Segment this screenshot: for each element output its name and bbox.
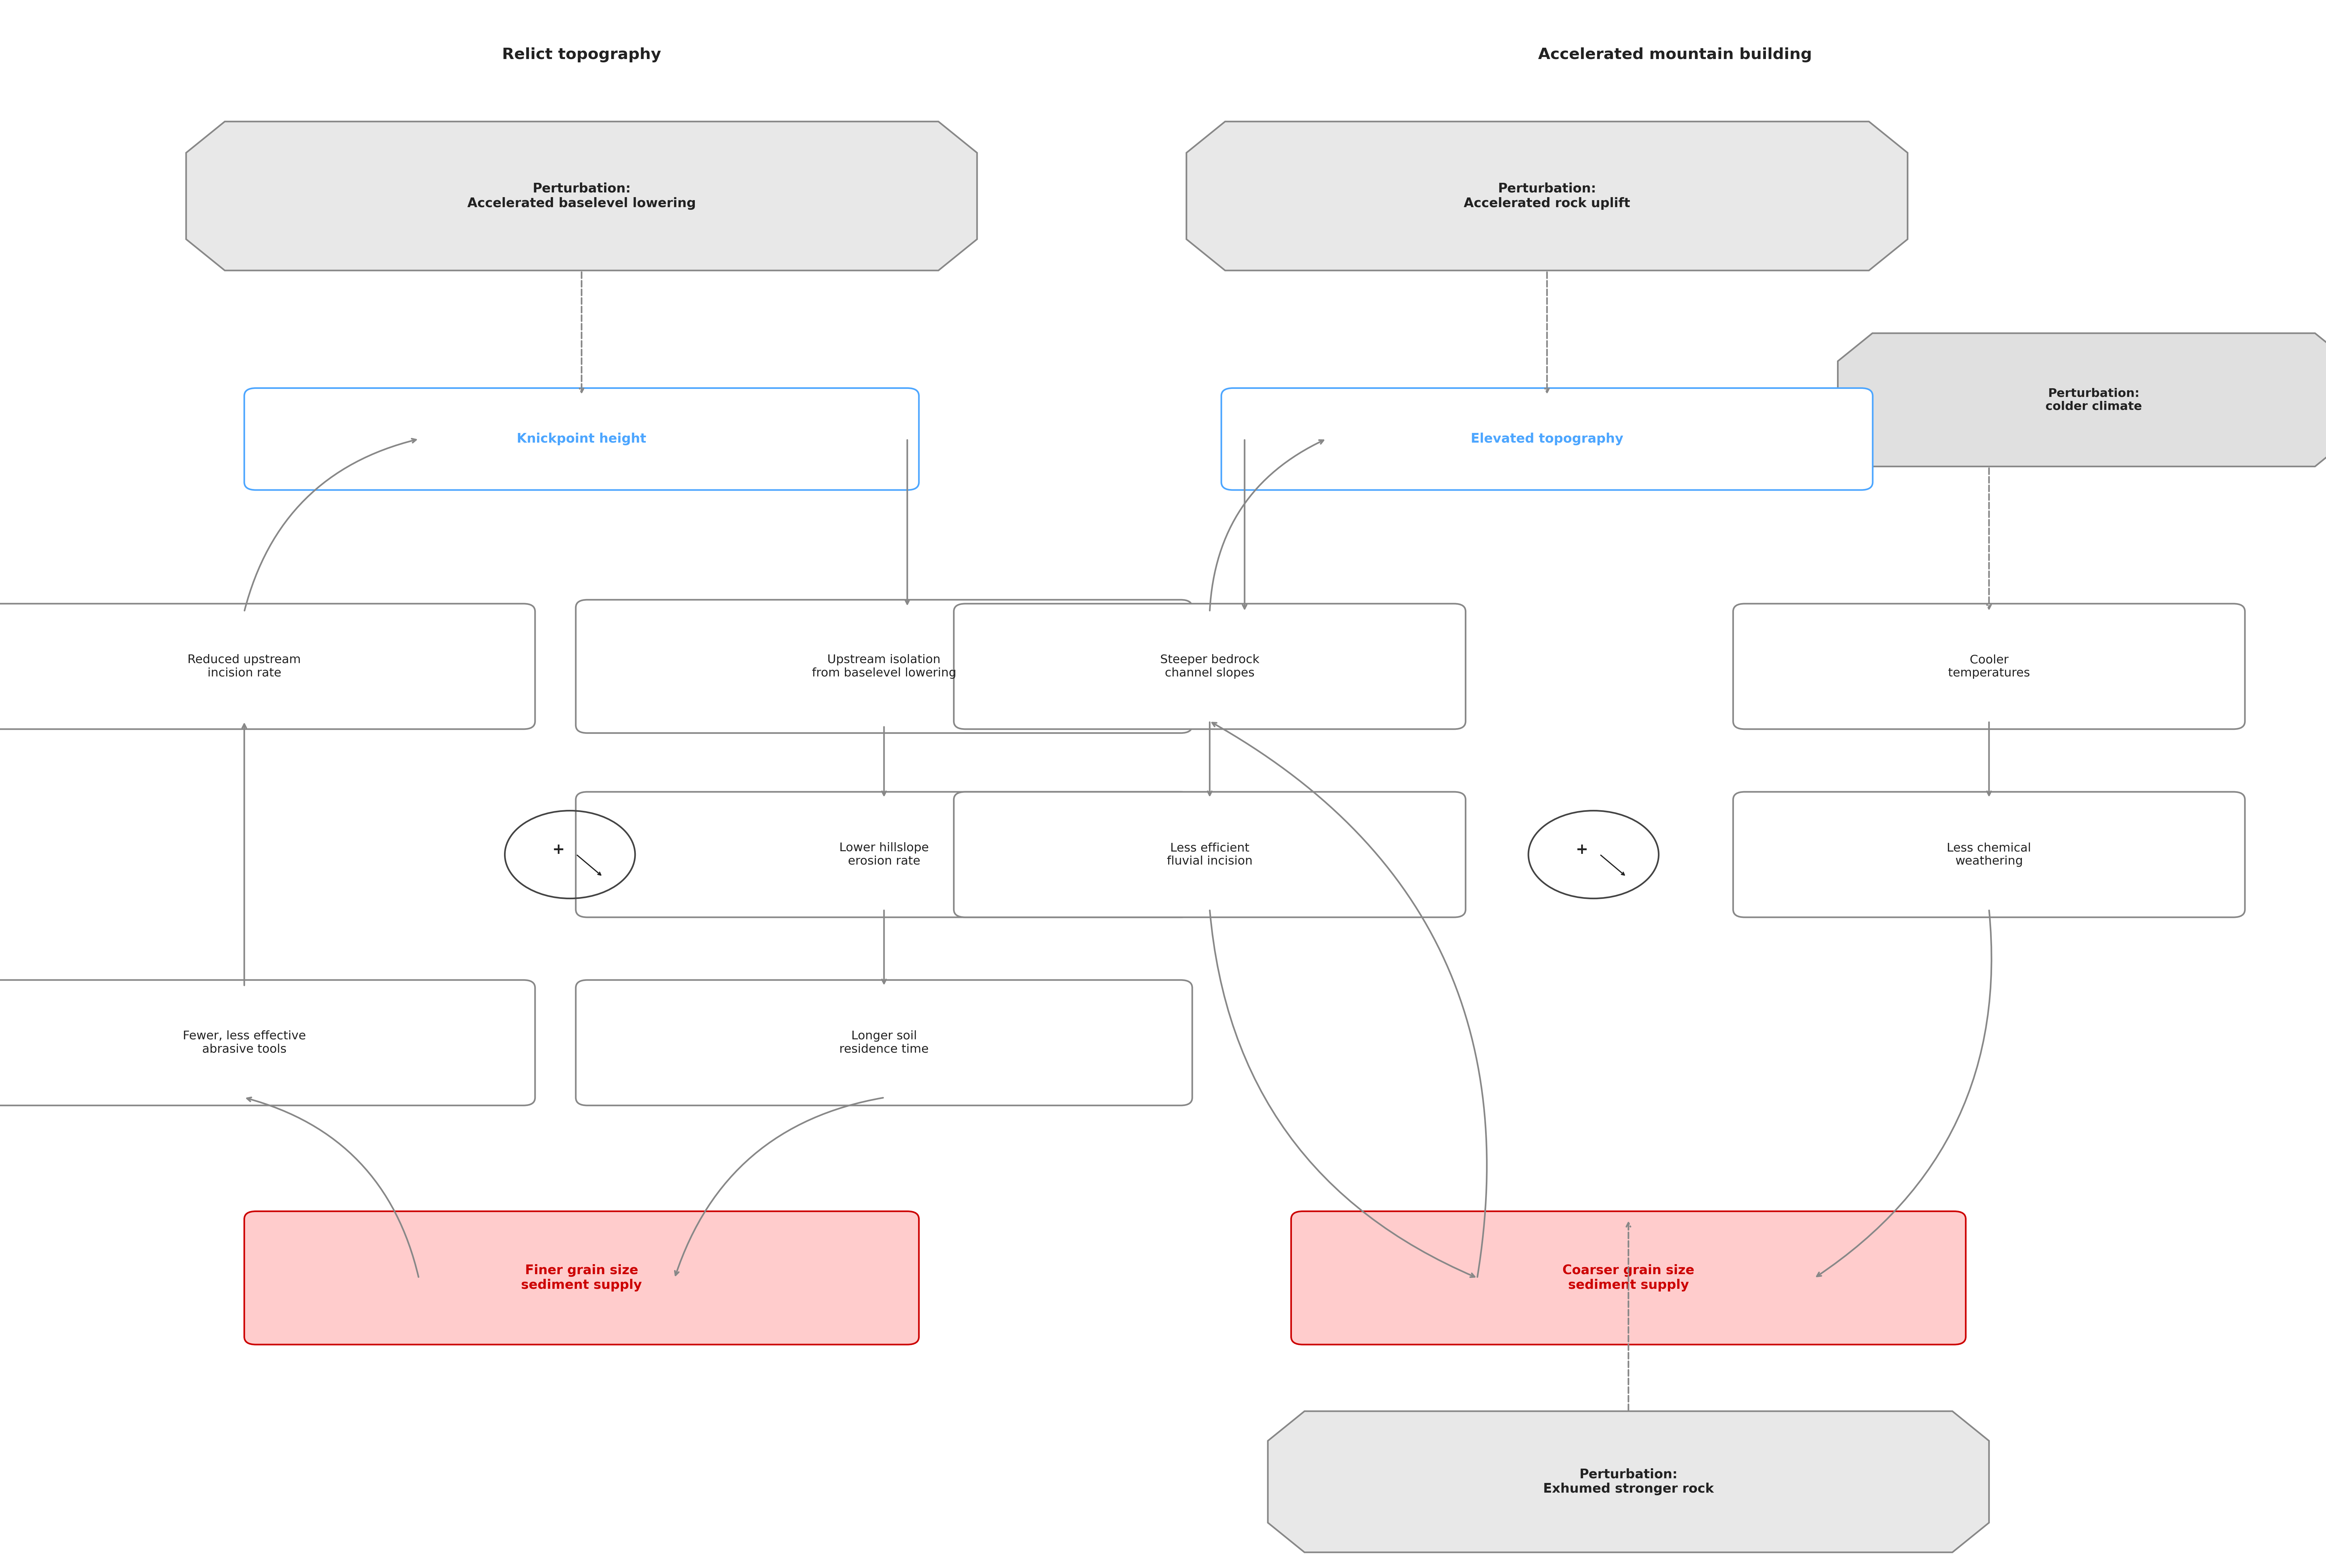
Text: Perturbation:
Exhumed stronger rock: Perturbation: Exhumed stronger rock xyxy=(1542,1468,1714,1496)
FancyBboxPatch shape xyxy=(577,601,1191,734)
FancyBboxPatch shape xyxy=(577,792,1191,917)
Text: Cooler
temperatures: Cooler temperatures xyxy=(1947,654,2031,679)
Text: Perturbation:
colder climate: Perturbation: colder climate xyxy=(2045,387,2142,412)
Text: Reduced upstream
incision rate: Reduced upstream incision rate xyxy=(188,654,300,679)
FancyBboxPatch shape xyxy=(0,604,535,729)
Polygon shape xyxy=(1268,1411,1989,1552)
FancyBboxPatch shape xyxy=(1291,1210,1965,1345)
Text: Steeper bedrock
channel slopes: Steeper bedrock channel slopes xyxy=(1161,654,1258,679)
Text: Less chemical
weathering: Less chemical weathering xyxy=(1947,842,2031,867)
FancyBboxPatch shape xyxy=(244,1210,919,1345)
Text: Knickpoint height: Knickpoint height xyxy=(516,433,647,445)
Text: Coarser grain size
sediment supply: Coarser grain size sediment supply xyxy=(1563,1264,1693,1292)
Text: Fewer, less effective
abrasive tools: Fewer, less effective abrasive tools xyxy=(184,1030,305,1055)
Text: Elevated topography: Elevated topography xyxy=(1470,433,1624,445)
Text: Relict topography: Relict topography xyxy=(502,47,661,63)
FancyBboxPatch shape xyxy=(1221,389,1872,489)
Text: Perturbation:
Accelerated rock uplift: Perturbation: Accelerated rock uplift xyxy=(1463,182,1631,210)
FancyBboxPatch shape xyxy=(954,604,1465,729)
Text: Less efficient
fluvial incision: Less efficient fluvial incision xyxy=(1168,842,1251,867)
FancyBboxPatch shape xyxy=(0,980,535,1105)
Polygon shape xyxy=(186,122,977,271)
Polygon shape xyxy=(1838,334,2326,467)
Text: Accelerated mountain building: Accelerated mountain building xyxy=(1537,47,1812,63)
Text: +: + xyxy=(551,842,565,858)
Polygon shape xyxy=(1186,122,1907,271)
Text: Perturbation:
Accelerated baselevel lowering: Perturbation: Accelerated baselevel lowe… xyxy=(468,182,695,210)
Text: Lower hillslope
erosion rate: Lower hillslope erosion rate xyxy=(840,842,928,867)
FancyBboxPatch shape xyxy=(244,389,919,489)
Text: +: + xyxy=(1575,842,1589,858)
FancyBboxPatch shape xyxy=(577,980,1191,1105)
Text: Longer soil
residence time: Longer soil residence time xyxy=(840,1030,928,1055)
Text: Upstream isolation
from baselevel lowering: Upstream isolation from baselevel loweri… xyxy=(812,654,956,679)
FancyBboxPatch shape xyxy=(1733,604,2245,729)
Text: Finer grain size
sediment supply: Finer grain size sediment supply xyxy=(521,1264,642,1292)
FancyBboxPatch shape xyxy=(1733,792,2245,917)
FancyBboxPatch shape xyxy=(954,792,1465,917)
